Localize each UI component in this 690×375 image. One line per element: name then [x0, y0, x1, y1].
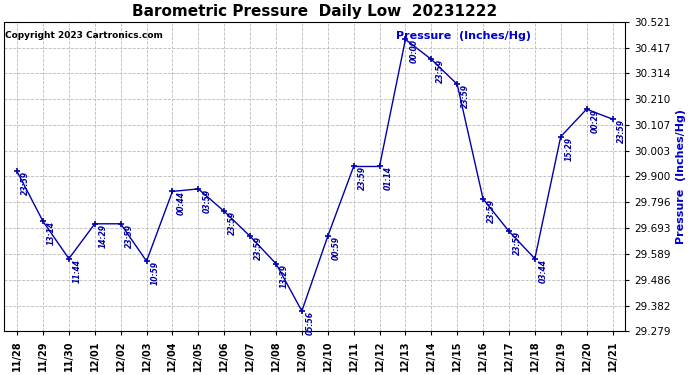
Y-axis label: Pressure  (Inches/Hg): Pressure (Inches/Hg)	[676, 109, 686, 244]
Text: 14:29: 14:29	[99, 224, 108, 248]
Text: 01:14: 01:14	[384, 166, 393, 190]
Text: 23:59: 23:59	[358, 166, 367, 190]
Text: 23:59: 23:59	[125, 224, 134, 248]
Title: Barometric Pressure  Daily Low  20231222: Barometric Pressure Daily Low 20231222	[132, 4, 497, 19]
Text: 23:59: 23:59	[487, 199, 496, 223]
Text: 23:59: 23:59	[21, 171, 30, 195]
Text: 23:59: 23:59	[617, 119, 626, 143]
Text: 23:59: 23:59	[228, 211, 237, 236]
Text: 15:29: 15:29	[565, 136, 574, 160]
Text: 00:00: 00:00	[410, 39, 419, 63]
Text: 03:59: 03:59	[202, 189, 211, 213]
Text: Copyright 2023 Cartronics.com: Copyright 2023 Cartronics.com	[6, 31, 164, 40]
Text: 00:59: 00:59	[332, 236, 341, 260]
Text: 10:59: 10:59	[150, 261, 159, 285]
Text: 23:59: 23:59	[435, 59, 444, 83]
Text: 03:44: 03:44	[539, 259, 548, 283]
Text: 13:14: 13:14	[47, 221, 56, 245]
Text: 00:44: 00:44	[177, 191, 186, 215]
Text: 13:29: 13:29	[280, 264, 289, 288]
Text: 05:56: 05:56	[306, 311, 315, 335]
Text: 00:29: 00:29	[591, 109, 600, 133]
Text: Pressure  (Inches/Hg): Pressure (Inches/Hg)	[395, 31, 531, 41]
Text: 11:44: 11:44	[73, 259, 82, 283]
Text: 23:59: 23:59	[254, 236, 264, 260]
Text: 23:59: 23:59	[513, 231, 522, 255]
Text: 23:59: 23:59	[462, 84, 471, 108]
